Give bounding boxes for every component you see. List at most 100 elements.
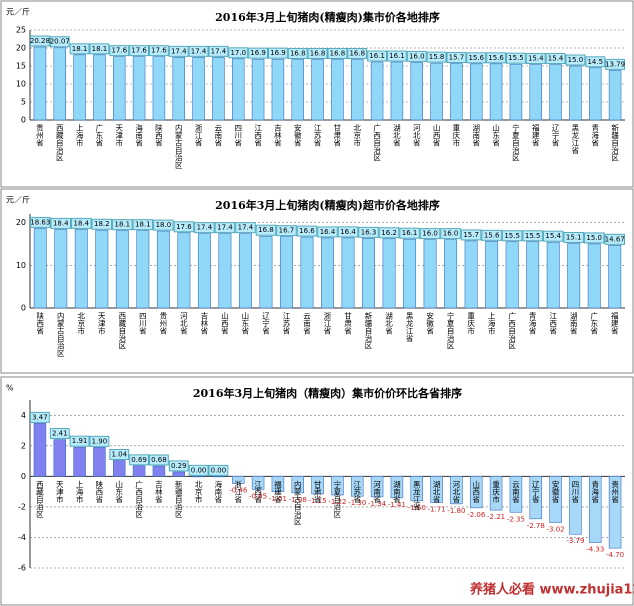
x-tick-label: 广东省 [95,123,104,147]
value-label-box [276,225,297,237]
value-label-box [109,45,130,57]
x-tick-label: 重庆市 [466,312,475,336]
value-label-box [50,217,72,229]
value-label-box [605,58,626,70]
y-axis-label: 元／斤 [6,195,30,205]
bar [115,230,129,309]
value-label: 18.1 [92,45,108,53]
x-tick-label: 新疆自治区 [174,479,183,518]
value-label: -3.79 [566,537,584,545]
value-label: 16.8 [330,50,346,58]
x-tick-label: 贵州省 [35,123,44,147]
x-tick-label: 上海市 [75,124,84,148]
bar [430,476,443,503]
bar [450,476,463,505]
bar [350,59,364,121]
bar [156,230,170,309]
x-tick-label: 辽宁省 [531,480,540,503]
bar [450,63,463,121]
value-label-box [129,454,150,466]
bar [569,476,582,535]
chart-title: 2016年3月上旬猪肉（精瘦肉）集市价价环比各省排序 [193,386,462,400]
x-tick-label: 山东省 [491,123,500,147]
bar [549,476,562,523]
x-tick-label: 黑龙江省 [405,312,414,343]
value-label: 16.1 [389,52,405,60]
y-tick-label: -2 [18,502,26,511]
x-tick-label: 四川省 [571,480,580,503]
bar [232,58,245,121]
bar [291,476,304,494]
x-tick-label: 四川省 [138,312,147,335]
value-label-box [168,45,189,57]
x-tick-label: 湖南省 [569,312,578,335]
value-label-box [208,45,229,57]
bar [410,62,423,121]
value-label: 16.2 [381,229,397,237]
x-tick-label: 重庆市 [452,124,461,148]
x-tick-label: 内蒙古自治区 [56,311,65,358]
value-label: -2.78 [527,522,545,530]
x-tick-label: 辽宁省 [261,312,270,335]
x-tick-label: 江西省 [253,124,262,147]
y-axis-label: % [6,384,14,393]
x-tick-label: 吉林省 [200,312,209,335]
bar [341,237,355,309]
x-tick-label: 河北省 [412,124,421,147]
x-tick-label: 江苏省 [313,124,322,147]
value-label-box [30,411,50,423]
x-tick-label: 贵州省 [610,479,619,503]
x-tick-label: 新疆自治区 [610,123,619,162]
value-label-box [91,218,113,230]
x-tick-label: 四川省 [234,124,243,147]
value-label-box [112,219,133,231]
value-label-box [149,454,169,466]
bar [526,241,540,309]
x-tick-label: 湖北省 [392,124,401,147]
bar [444,239,458,309]
value-label-box [347,48,368,60]
value-label: 15.7 [449,53,465,61]
bar [469,476,483,509]
value-label-box [460,229,482,241]
x-tick-label: 吉林省 [273,124,282,147]
x-tick-label: 湖北省 [432,480,441,503]
bar [529,476,542,520]
bar [588,476,602,543]
bar [370,61,384,121]
bar [362,238,375,309]
x-tick-label: 云南省 [302,312,311,335]
y-tick-label: 2 [21,441,26,450]
x-tick-label: 河北省 [452,480,461,503]
bar [172,57,186,121]
value-label: 1.90 [92,437,108,445]
bar [331,59,344,121]
x-tick-label: 上海市 [487,312,496,336]
value-label: 17.4 [238,224,254,232]
bar [113,460,126,477]
x-tick-label: 福建省 [273,480,282,503]
value-label-box [287,48,308,60]
value-label: 14.5 [587,58,603,66]
y-tick-label: 0 [21,304,26,313]
y-tick-label: 0 [21,116,26,125]
value-label: -4.33 [586,545,604,553]
value-label-box [565,54,586,66]
bar [549,64,562,121]
y-axis-label: 元／斤 [6,7,30,17]
y-tick-label: 5 [21,98,26,107]
value-label: 0.29 [171,462,187,470]
value-label-box [188,45,209,57]
value-label: 0.00 [191,466,207,474]
x-tick-label: 广东省 [589,311,598,335]
value-label: 17.4 [171,47,187,55]
bar [33,423,47,477]
x-tick-label: 云南省 [511,480,520,503]
x-tick-label: 新疆自治区 [364,311,373,350]
bar [212,57,225,121]
value-label-box [387,50,407,62]
value-label-box [317,226,338,238]
value-label: 1.91 [72,437,88,445]
